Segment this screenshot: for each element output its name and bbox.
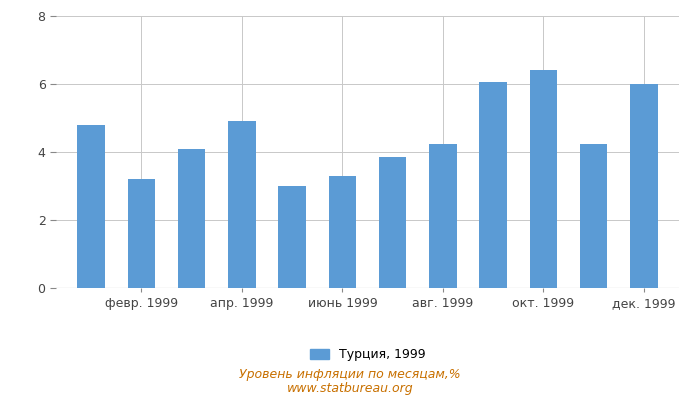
- Bar: [379, 157, 407, 288]
- Bar: [228, 121, 256, 288]
- Bar: [529, 70, 557, 288]
- Bar: [580, 144, 608, 288]
- Bar: [328, 176, 356, 288]
- Bar: [630, 84, 657, 288]
- Bar: [78, 125, 105, 288]
- Legend: Турция, 1999: Турция, 1999: [304, 343, 430, 366]
- Text: Уровень инфляции по месяцам,%: Уровень инфляции по месяцам,%: [239, 368, 461, 381]
- Bar: [279, 186, 306, 288]
- Bar: [480, 82, 507, 288]
- Bar: [178, 149, 206, 288]
- Bar: [127, 179, 155, 288]
- Text: www.statbureau.org: www.statbureau.org: [287, 382, 413, 395]
- Bar: [429, 144, 456, 288]
